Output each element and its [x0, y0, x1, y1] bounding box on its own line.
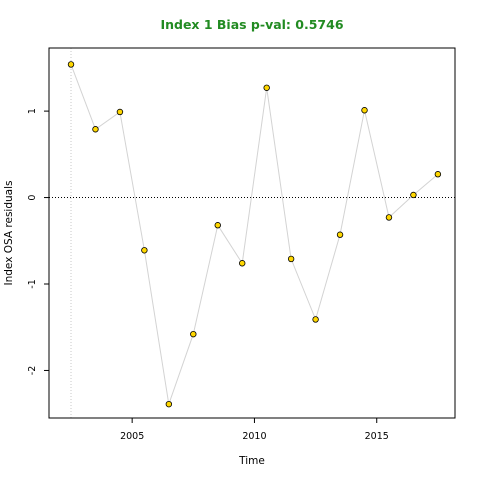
data-point [287, 255, 295, 263]
y-axis: -2 -1 0 1 [27, 108, 49, 375]
data-point [67, 61, 75, 68]
data-points-layer [67, 61, 442, 408]
data-point [336, 231, 344, 238]
data-point [92, 126, 99, 133]
data-point [312, 316, 319, 323]
y-tick-label: 0 [27, 195, 38, 201]
data-point [116, 108, 124, 116]
series-line [70, 64, 439, 405]
x-tick-label: 2005 [120, 431, 144, 442]
chart-title: Index 1 Bias p-val: 0.5746 [160, 17, 343, 32]
data-point [361, 107, 368, 114]
data-point [141, 247, 148, 254]
data-point [239, 260, 246, 267]
y-tick-label: -2 [27, 366, 38, 375]
x-tick-label: 2010 [242, 431, 266, 442]
x-tick-label: 2015 [365, 431, 389, 442]
data-point [165, 400, 173, 408]
plot-frame [48, 47, 456, 419]
y-axis-label: Index OSA residuals [3, 181, 15, 286]
series-line-layer [70, 64, 439, 405]
x-axis-label: Time [238, 455, 265, 467]
y-tick-label: -1 [27, 279, 38, 288]
data-point [214, 222, 221, 229]
data-point [190, 330, 197, 338]
y-tick-label: 1 [27, 108, 38, 114]
data-point [263, 84, 270, 91]
data-point [410, 191, 417, 199]
data-point [434, 171, 442, 178]
x-axis: 2005 2010 2015 [120, 418, 389, 442]
data-point [385, 214, 393, 221]
